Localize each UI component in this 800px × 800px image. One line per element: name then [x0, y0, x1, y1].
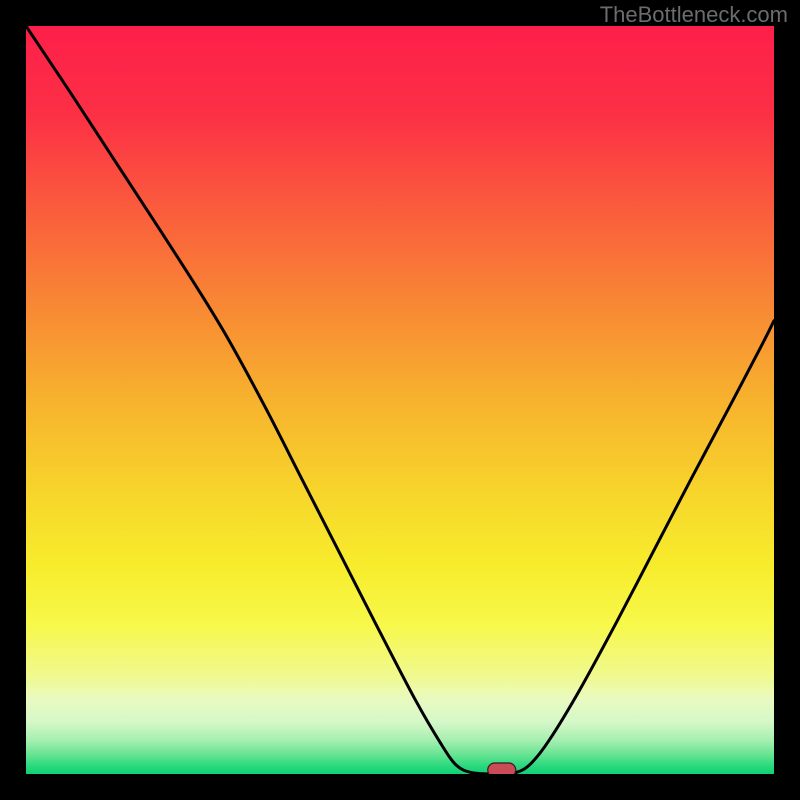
plot-area — [26, 26, 774, 774]
minimum-marker — [488, 763, 516, 774]
bottleneck-curve — [26, 26, 774, 774]
watermark-text: TheBottleneck.com — [600, 2, 788, 28]
chart-frame: TheBottleneck.com — [0, 0, 800, 800]
